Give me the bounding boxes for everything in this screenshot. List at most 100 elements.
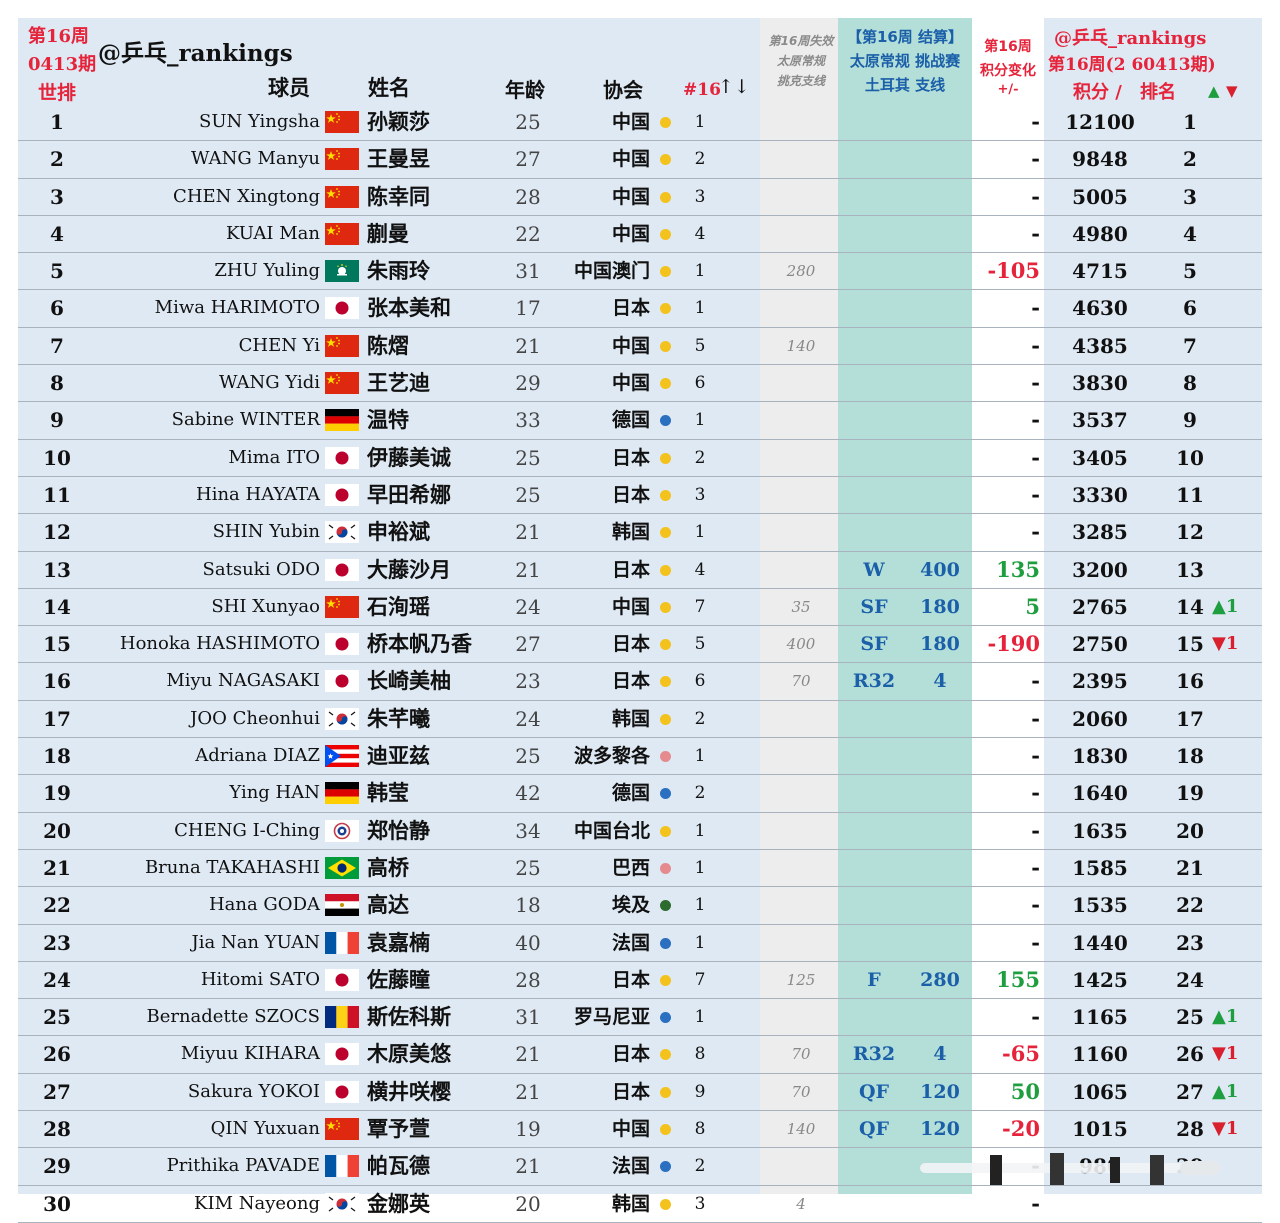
association-rank: 5 bbox=[694, 634, 706, 655]
period-title: 第16周(2 60413期) bbox=[1048, 55, 1216, 75]
table-row: 17 JOO Cheonhui 朱芊曦 24 韩国 2 - 2060 17 bbox=[18, 701, 1262, 739]
player-age: 21 bbox=[515, 1042, 541, 1067]
rank-movement bbox=[1212, 141, 1258, 177]
points-change: - bbox=[1031, 183, 1040, 209]
table-row: 15 Honoka HASHIMOTO 桥本帆乃香 27 日本 5 400 SF 180 -190… bbox=[18, 626, 1262, 664]
lost-points bbox=[760, 925, 842, 961]
lost-points bbox=[760, 141, 842, 177]
association: 德国 bbox=[611, 409, 650, 432]
sort-icon[interactable]: ↑↓ bbox=[718, 76, 750, 98]
total-points: 1635 bbox=[1072, 818, 1128, 843]
table-row: 12 SHIN Yubin 申裕斌 21 韩国 1 - 3285 12 bbox=[18, 514, 1262, 552]
player-age: 31 bbox=[515, 1005, 541, 1030]
lost-points bbox=[760, 738, 842, 774]
association-rank: 7 bbox=[694, 969, 706, 990]
total-points: 2750 bbox=[1072, 632, 1128, 657]
mo-flag-icon bbox=[325, 260, 359, 283]
earned-points: 4 bbox=[933, 1043, 947, 1066]
association: 中国 bbox=[611, 1118, 650, 1141]
association-rank: 1 bbox=[694, 410, 706, 431]
table-row: 8 WANG Yidi 王艺迪 29 中国 6 - 3830 8 bbox=[18, 365, 1262, 403]
table-row: 13 Satsuki ODO 大藤沙月 21 日本 4 W 400 135 3200 13 bbox=[18, 552, 1262, 589]
player-name-cn: 韩莹 bbox=[367, 781, 409, 806]
rank-movement bbox=[1212, 402, 1258, 438]
new-rank: 15 bbox=[1176, 632, 1204, 657]
association-rank: 2 bbox=[694, 1156, 706, 1177]
total-points: 2765 bbox=[1072, 594, 1128, 619]
lost-points bbox=[760, 440, 842, 476]
player-age: 40 bbox=[515, 930, 541, 955]
player-name-en: Adriana DIAZ bbox=[195, 745, 320, 767]
association: 中国 bbox=[611, 334, 650, 357]
association-rank: 6 bbox=[694, 671, 706, 692]
event-result bbox=[846, 813, 902, 849]
player-name-en: Miwa HARIMOTO bbox=[154, 297, 320, 319]
points-change: -105 bbox=[987, 258, 1040, 284]
new-rank: 9 bbox=[1183, 408, 1197, 433]
region-dot-icon bbox=[660, 1124, 671, 1136]
rank-movement: ▲1 bbox=[1212, 1080, 1239, 1102]
total-points: 9848 bbox=[1072, 147, 1128, 172]
lost-points bbox=[760, 999, 842, 1035]
earned-points bbox=[908, 141, 972, 177]
player-name-en: QIN Yuxuan bbox=[210, 1118, 320, 1140]
event-result bbox=[846, 440, 902, 476]
week-label: 第16周 bbox=[28, 26, 90, 47]
de-flag-icon bbox=[325, 409, 359, 432]
rank-movement bbox=[1212, 290, 1258, 326]
earned-points bbox=[908, 104, 972, 140]
period-label: 0413期 bbox=[28, 54, 97, 75]
table-row: 21 Bruna TAKAHASHI 高桥 25 巴西 1 - 1585 21 bbox=[18, 850, 1262, 888]
player-age: 24 bbox=[515, 594, 541, 619]
player-age: 25 bbox=[515, 744, 541, 769]
table-row: 30 KIM Nayeong 金娜英 20 韩国 3 4 - bbox=[18, 1186, 1262, 1223]
points-change: -190 bbox=[987, 631, 1040, 657]
player-name-en: Satsuki ODO bbox=[202, 558, 320, 580]
player-age: 22 bbox=[515, 221, 541, 246]
player-name-cn: 朱芊曦 bbox=[367, 706, 430, 731]
age-header: 年龄 bbox=[505, 78, 545, 102]
total-points: 4715 bbox=[1072, 259, 1128, 284]
rank-movement bbox=[1212, 514, 1258, 550]
earned-points: 120 bbox=[920, 1080, 960, 1103]
event-result bbox=[846, 290, 902, 326]
cn-flag-icon bbox=[325, 1118, 359, 1141]
association-rank: 1 bbox=[694, 1007, 706, 1028]
region-dot-icon bbox=[660, 489, 671, 501]
total-points: 1065 bbox=[1072, 1079, 1128, 1104]
points-change: - bbox=[1031, 146, 1040, 172]
association: 韩国 bbox=[611, 1192, 650, 1215]
player-name-cn: 佐藤瞳 bbox=[367, 967, 430, 992]
event-result bbox=[846, 477, 902, 513]
table-row: 18 Adriana DIAZ 迪亚兹 25 波多黎各 1 - 1830 18 bbox=[18, 738, 1262, 776]
player-name-en: JOO Cheonhui bbox=[190, 707, 320, 729]
new-rank: 26 bbox=[1176, 1042, 1204, 1067]
rank-movement bbox=[1212, 179, 1258, 215]
player-name-cn: 长崎美柚 bbox=[367, 669, 451, 694]
event-result bbox=[846, 701, 902, 737]
association: 中国 bbox=[611, 372, 650, 395]
rank-movement bbox=[1212, 701, 1258, 737]
association: 日本 bbox=[611, 633, 650, 656]
world-rank: 27 bbox=[43, 1079, 71, 1104]
table-row: 20 CHENG I-Ching 郑怡静 34 中国台北 1 - 1635 20 bbox=[18, 813, 1262, 850]
earned-points bbox=[908, 738, 972, 774]
event-result bbox=[846, 514, 902, 550]
player-name-cn: 早田希娜 bbox=[367, 482, 451, 507]
earned-points bbox=[908, 216, 972, 252]
player-name-en: Hitomi SATO bbox=[200, 968, 320, 990]
world-rank: 26 bbox=[43, 1042, 71, 1067]
lost-points bbox=[760, 514, 842, 550]
event-result bbox=[846, 179, 902, 215]
lost-points bbox=[760, 365, 842, 401]
rank-movement: ▲1 bbox=[1212, 1006, 1239, 1028]
association: 日本 bbox=[611, 446, 650, 469]
earned-points bbox=[908, 328, 972, 364]
region-dot-icon bbox=[660, 527, 671, 539]
association-rank: 2 bbox=[694, 149, 706, 170]
total-points: 1585 bbox=[1072, 855, 1128, 880]
player-age: 19 bbox=[515, 1117, 541, 1142]
new-rank: 4 bbox=[1183, 221, 1197, 246]
event-result: R32 bbox=[852, 1043, 896, 1066]
association-rank: 2 bbox=[694, 447, 706, 468]
